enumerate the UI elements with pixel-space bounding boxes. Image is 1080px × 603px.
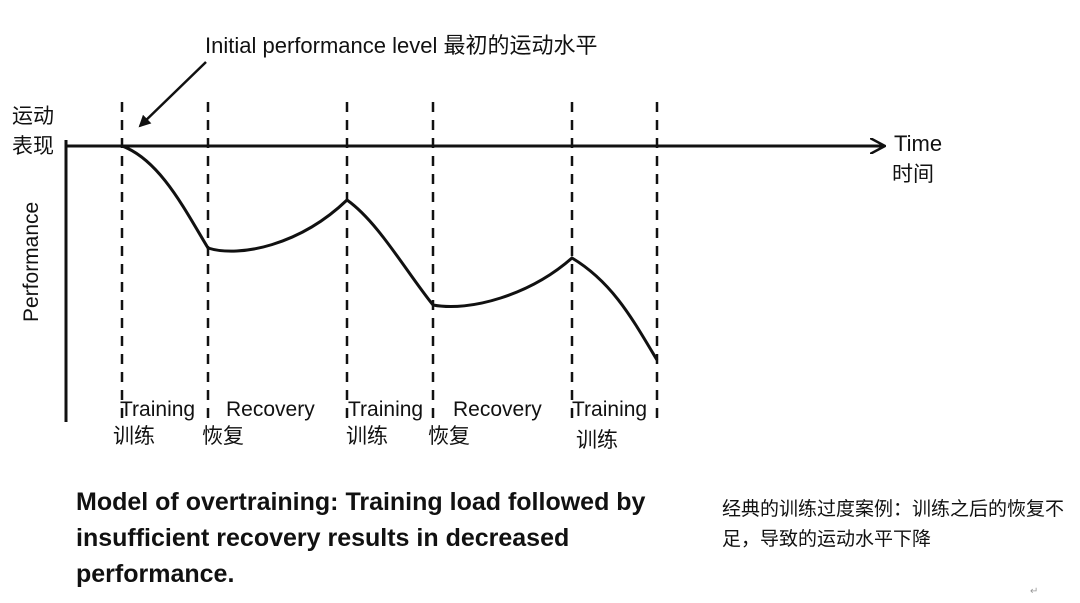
initial-performance-annotation: Initial performance level 最初的运动水平: [205, 33, 598, 58]
x-axis-label-en: Time: [894, 131, 943, 156]
annotation-pointer-arrow: [138, 61, 207, 128]
phase-label-cn-2: 恢复: [202, 425, 244, 448]
phase-label-cn-1: 训练: [113, 425, 155, 448]
phase-label-en-5: Training: [572, 398, 648, 421]
y-axis-label-cn-line2: 表现: [12, 135, 54, 158]
phase-label-en-2: Recovery: [226, 398, 315, 421]
phase-label-en-1: Training: [120, 398, 196, 421]
caption-chinese: 经典的训练过度案例：训练之后的恢复不足，导致的运动水平下降: [722, 499, 1065, 550]
y-axis-label-cn: 运动 表现: [12, 102, 54, 162]
return-mark: ↵: [1030, 586, 1039, 597]
y-axis-label-en: Performance: [20, 201, 43, 322]
caption-english: Model of overtraining: Training load fol…: [76, 488, 646, 588]
x-axis-label-cn: 时间: [892, 163, 934, 186]
y-axis-label-cn-line1: 运动: [12, 105, 54, 128]
phase-label-en-3: Training: [348, 398, 424, 421]
phase-label-cn-4: 恢复: [428, 425, 470, 448]
phase-label-cn-3: 训练: [346, 425, 388, 448]
phase-label-cn-5: 训练: [576, 429, 618, 452]
performance-curve: [121, 144, 659, 361]
phase-label-en-4: Recovery: [453, 398, 542, 421]
